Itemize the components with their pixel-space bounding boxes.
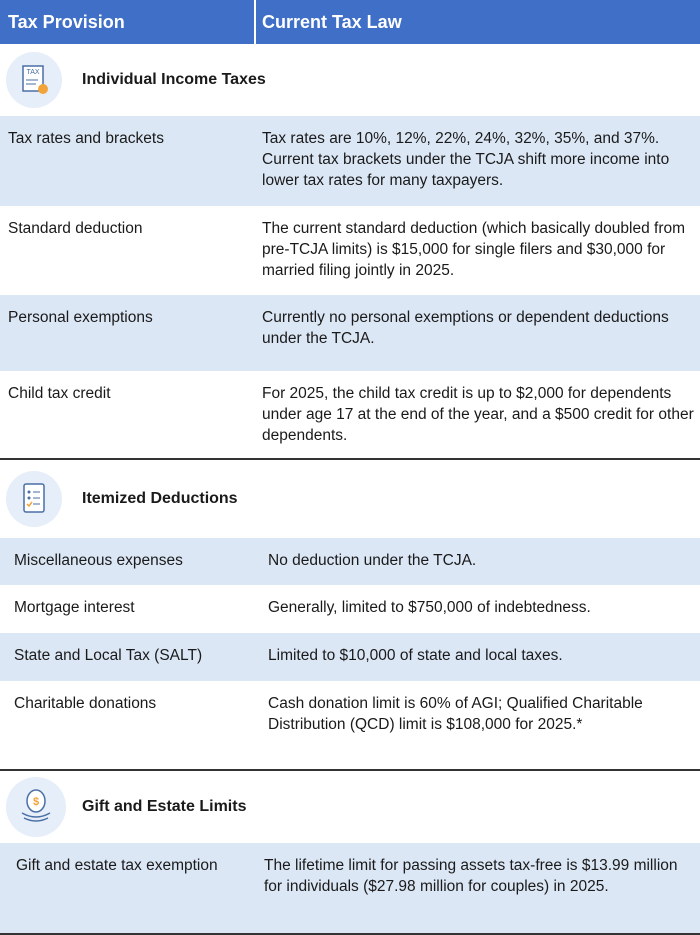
- law-cell: Limited to $10,000 of state and local ta…: [268, 647, 563, 664]
- law-cell: Currently no personal exemptions or depe…: [262, 309, 669, 347]
- section-title: Itemized Deductions: [82, 490, 238, 507]
- law-cell: Tax rates are 10%, 12%, 22%, 24%, 32%, 3…: [262, 130, 670, 189]
- table-header: Tax Provision Current Tax Law: [0, 0, 700, 44]
- table-row: Miscellaneous expenses No deduction under…: [0, 538, 700, 585]
- section: $ Gift and Estate Limits Gift and estate t…: [0, 771, 700, 935]
- table-row: State and Local Tax (SALT) Limited to $10…: [0, 633, 700, 681]
- table-row: Mortgage interest Generally, limited to $…: [0, 585, 700, 633]
- law-cell: The current standard deduction (which ba…: [262, 220, 686, 279]
- provision-cell: Standard deduction: [8, 220, 143, 237]
- section-icon: $: [6, 777, 66, 837]
- section-header: Itemized Deductions: [0, 460, 700, 538]
- svg-text:TAX: TAX: [26, 69, 39, 76]
- law-cell: The lifetime limit for passing assets ta…: [264, 857, 678, 895]
- law-cell: Generally, limited to $750,000 of indebt…: [268, 599, 591, 616]
- provision-cell: Personal exemptions: [8, 309, 153, 326]
- table-row: Personal exemptions Currently no personal…: [0, 295, 700, 371]
- section: Itemized Deductions Miscellaneous expense…: [0, 460, 700, 771]
- section-header: TAX Individual Income Taxes: [0, 44, 700, 116]
- header-cell: Tax Provision: [0, 0, 256, 44]
- table-row: Standard deduction The current standard d…: [0, 206, 700, 295]
- svg-text:$: $: [33, 796, 39, 808]
- section-title: Gift and Estate Limits: [82, 798, 247, 815]
- law-cell: For 2025, the child tax credit is up to …: [262, 385, 694, 444]
- law-cell: Cash donation limit is 60% of AGI; Quali…: [268, 695, 643, 733]
- table-row: Gift and estate tax exemption The lifetim…: [0, 843, 700, 933]
- table-row: Child tax credit For 2025, the child tax …: [0, 371, 700, 458]
- section-icon: [6, 471, 62, 527]
- provision-cell: Mortgage interest: [14, 599, 135, 616]
- provision-cell: Miscellaneous expenses: [14, 552, 183, 569]
- provision-cell: Child tax credit: [8, 385, 111, 402]
- provision-cell: Charitable donations: [14, 695, 157, 712]
- table-row: Charitable donations Cash donation limit …: [0, 681, 700, 769]
- section-icon: TAX: [6, 52, 62, 108]
- table-row: Tax rates and brackets Tax rates are 10%,…: [0, 116, 700, 206]
- section: TAX Individual Income Taxes Tax rates and …: [0, 44, 700, 460]
- provision-cell: Gift and estate tax exemption: [16, 857, 218, 874]
- provision-cell: State and Local Tax (SALT): [14, 647, 203, 664]
- provision-cell: Tax rates and brackets: [8, 130, 164, 147]
- header-cell: Current Tax Law: [262, 11, 402, 32]
- sections: TAX Individual Income Taxes Tax rates and …: [0, 44, 700, 935]
- section-header: $ Gift and Estate Limits: [0, 771, 700, 843]
- law-cell: No deduction under the TCJA.: [268, 552, 477, 569]
- section-title: Individual Income Taxes: [82, 71, 266, 88]
